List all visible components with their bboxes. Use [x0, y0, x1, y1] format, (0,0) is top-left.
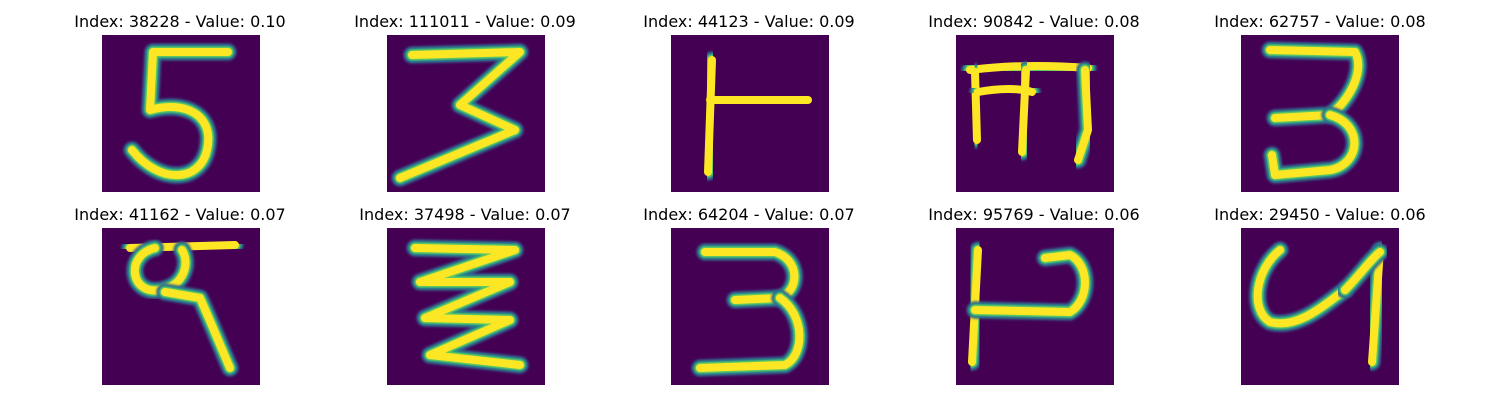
image-tile — [671, 35, 829, 192]
image-tile — [1241, 35, 1399, 192]
panel-title: Index: 62757 - Value: 0.08 — [1214, 12, 1425, 31]
panel-title: Index: 111011 - Value: 0.09 — [354, 12, 576, 31]
image-tile — [387, 35, 545, 192]
panel-title: Index: 90842 - Value: 0.08 — [928, 12, 1139, 31]
panel-9: Index: 95769 - Value: 0.06 — [928, 205, 1139, 385]
panel-title: Index: 44123 - Value: 0.09 — [643, 12, 854, 31]
panel-title: Index: 38228 - Value: 0.10 — [74, 12, 285, 31]
image-tile — [102, 35, 260, 192]
panel-title: Index: 95769 - Value: 0.06 — [928, 205, 1139, 224]
panel-10: Index: 29450 - Value: 0.06 — [1214, 205, 1425, 385]
panel-3: Index: 44123 - Value: 0.09 — [643, 12, 854, 192]
panel-title: Index: 29450 - Value: 0.06 — [1214, 205, 1425, 224]
panel-title: Index: 64204 - Value: 0.07 — [643, 205, 854, 224]
image-tile — [1241, 228, 1399, 385]
image-tile — [956, 228, 1114, 385]
panel-1: Index: 38228 - Value: 0.10 — [74, 12, 285, 192]
panel-6: Index: 41162 - Value: 0.07 — [74, 205, 285, 385]
image-tile — [102, 228, 260, 385]
panel-title: Index: 41162 - Value: 0.07 — [74, 205, 285, 224]
panel-4: Index: 90842 - Value: 0.08 — [928, 12, 1139, 192]
image-tile — [956, 35, 1114, 192]
panel-8: Index: 64204 - Value: 0.07 — [643, 205, 854, 385]
image-tile — [387, 228, 545, 385]
panel-7: Index: 37498 - Value: 0.07 — [359, 205, 570, 385]
panel-5: Index: 62757 - Value: 0.08 — [1214, 12, 1425, 192]
panel-2: Index: 111011 - Value: 0.09 — [354, 12, 576, 192]
panel-title: Index: 37498 - Value: 0.07 — [359, 205, 570, 224]
image-tile — [671, 228, 829, 385]
